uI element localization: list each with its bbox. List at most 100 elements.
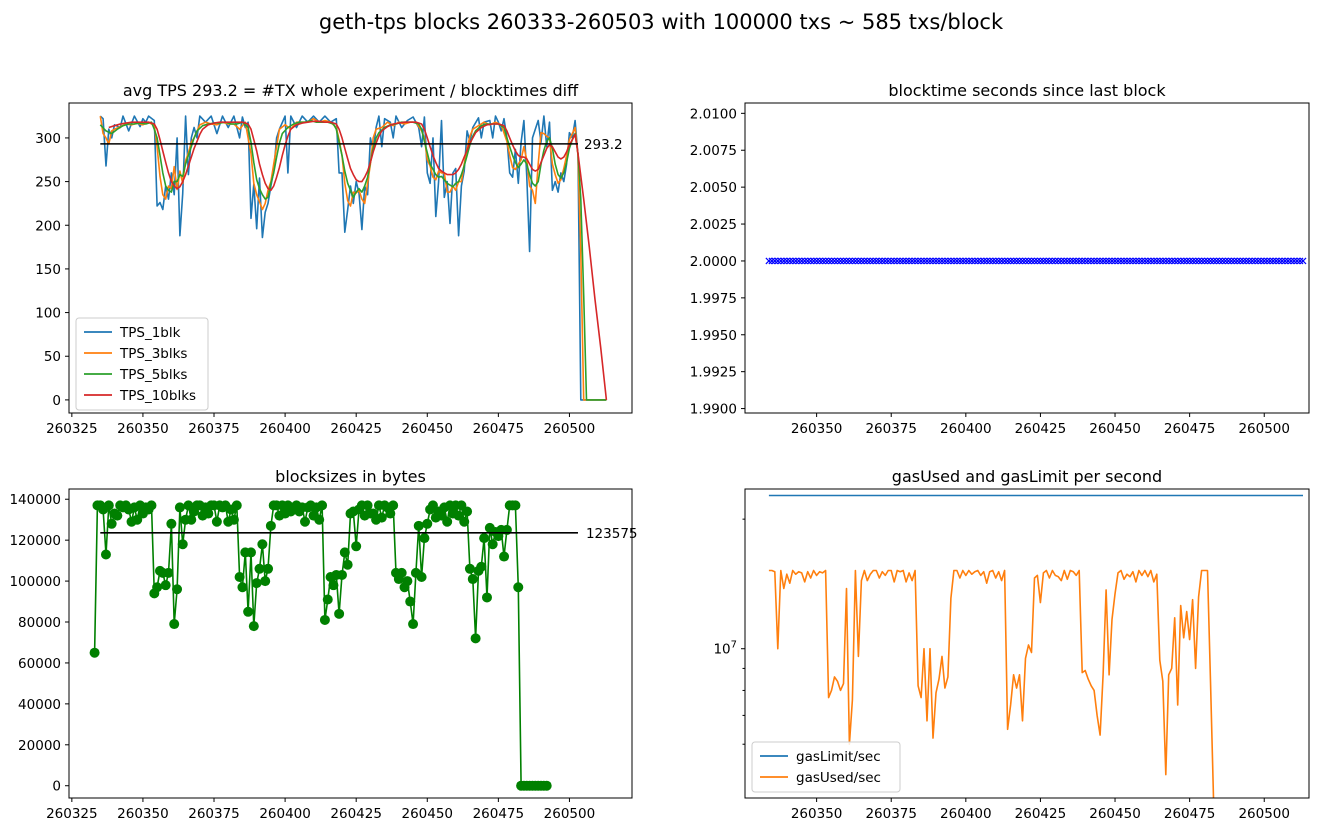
blocktime-marker: [1010, 257, 1017, 265]
blocktime-marker: [1117, 257, 1125, 265]
blocktime-marker: [980, 257, 988, 265]
blocktime-marker: [1039, 257, 1047, 265]
blocktime-marker: [810, 257, 818, 265]
blocksizes-marker: [245, 547, 256, 558]
blocktime-marker: [1132, 257, 1140, 265]
blocktime-marker: [857, 257, 865, 265]
blocksizes-marker: [328, 580, 339, 591]
blocktime-marker: [1236, 257, 1244, 265]
blocktime-marker: [1293, 257, 1301, 265]
tps-legend-label: TPS_5blks: [119, 367, 187, 383]
blocktime-marker: [1248, 257, 1256, 265]
blocktime-marker: [983, 257, 991, 265]
blocktime-axes-frame: [744, 102, 1310, 414]
blocktime-marker: [1048, 257, 1056, 265]
blocksizes-marker: [152, 582, 163, 593]
blocksizes-marker: [339, 547, 350, 558]
blocktime-marker: [974, 257, 982, 265]
tps-title: avg TPS 293.2 = #TX whole experiment / b…: [123, 81, 579, 100]
blocktime-marker: [1078, 257, 1086, 265]
blocktime-marker: [893, 257, 901, 265]
blocktime-marker: [1057, 257, 1065, 265]
blocktime-marker: [1022, 257, 1029, 265]
tps-xtick-label: 260500: [544, 421, 596, 437]
blocktime-xtick-label: 260450: [1089, 421, 1141, 437]
gas-legend-label: gasUsed/sec: [796, 770, 881, 786]
blocksizes-marker: [163, 567, 174, 578]
blocktime-chart: blocktime seconds since last block 260350…: [690, 81, 1310, 437]
blocksizes-average-label-bg: [579, 521, 646, 544]
tps-series-line: [99, 119, 607, 401]
blocktime-marker: [1260, 257, 1268, 265]
blocktime-marker: [851, 257, 859, 265]
blocktime-marker: [1222, 257, 1229, 265]
blocktime-marker: [1227, 257, 1235, 265]
blocksizes-ytick-label: 20000: [18, 738, 61, 754]
blocktime-marker: [1007, 257, 1015, 265]
tps-xtick-label: 260375: [188, 421, 240, 437]
blocktime-marker: [798, 257, 806, 265]
blocktime-marker: [1278, 257, 1286, 265]
blocktime-marker: [902, 257, 910, 265]
tps-xtick-label: 260350: [117, 421, 169, 437]
blocktime-marker: [1207, 257, 1214, 265]
blocksizes-marker: [317, 500, 328, 511]
blocksizes-marker: [89, 647, 100, 658]
blocktime-xtick-label: 260425: [1015, 421, 1067, 437]
blocksizes-marker: [402, 576, 413, 587]
blocktime-marker: [884, 257, 892, 265]
blocktime-marker: [807, 257, 815, 265]
blocksizes-ytick-label: 0: [52, 779, 61, 795]
blocksizes-title: blocksizes in bytes: [275, 467, 426, 486]
blocksizes-marker: [513, 582, 524, 593]
blocktime-marker: [1004, 257, 1012, 265]
blocktime-marker: [1060, 257, 1068, 265]
blocktime-marker: [1120, 257, 1128, 265]
blocktime-marker: [774, 257, 782, 265]
blocktime-marker: [1019, 257, 1026, 265]
blocktime-marker: [1063, 257, 1071, 265]
blocksizes-marker: [146, 500, 157, 511]
blocktime-ytick-label: 1.9900: [690, 402, 737, 418]
blocktime-ytick-label: 2.0000: [690, 254, 737, 270]
gas-xtick-label: 260350: [791, 806, 843, 822]
blocktime-marker: [1192, 257, 1200, 265]
blocktime-marker: [801, 257, 809, 265]
blocksizes-marker: [479, 533, 490, 544]
blocktime-marker: [860, 257, 868, 265]
blocktime-marker: [953, 257, 961, 265]
blocksizes-marker: [396, 567, 407, 578]
blocktime-marker: [944, 257, 952, 265]
gas-title: gasUsed and gasLimit per second: [892, 467, 1162, 486]
blocktime-marker: [1189, 257, 1197, 265]
blocksizes-ytick-label: 100000: [9, 574, 61, 590]
blocktime-marker: [1245, 257, 1253, 265]
blocktime-ytick-label: 1.9950: [690, 328, 737, 344]
blocksizes-marker: [376, 512, 387, 523]
blocktime-marker: [1204, 257, 1211, 265]
blocktime-ytick-label: 2.0025: [690, 217, 737, 233]
blocksizes-xtick-label: 260325: [46, 806, 98, 822]
blocktime-marker: [905, 257, 913, 265]
blocktime-marker: [1230, 257, 1238, 265]
blocksizes-marker: [467, 574, 478, 585]
blocktime-marker: [795, 257, 803, 265]
blocktime-marker: [995, 257, 1003, 265]
blocktime-marker: [1108, 257, 1116, 265]
blocksizes-marker: [251, 578, 262, 589]
blocksizes-xtick-label: 260375: [188, 806, 240, 822]
blocksizes-marker: [351, 541, 362, 552]
blocksizes-marker: [234, 571, 245, 582]
tps-legend-label: TPS_3blks: [119, 346, 187, 362]
blocktime-marker: [771, 257, 779, 265]
tps-legend: [75, 317, 209, 411]
blocktime-xtick-label: 260475: [1164, 421, 1216, 437]
blocksizes-chart: blocksizes in bytes 260325 260350 260375 260…: [9, 467, 646, 822]
blocktime-marker: [929, 257, 937, 265]
blocksizes-xtick-label: 260500: [544, 806, 596, 822]
blocksizes-marker: [541, 780, 552, 791]
blocktime-marker: [1045, 257, 1053, 265]
tps-xtick-label: 260425: [330, 421, 382, 437]
blocktime-marker: [959, 257, 967, 265]
blocktime-marker: [837, 257, 844, 265]
